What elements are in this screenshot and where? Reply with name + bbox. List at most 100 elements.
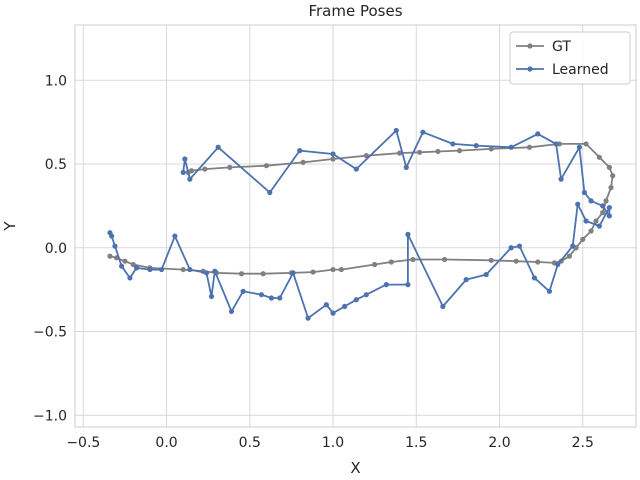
- point-learned: [508, 144, 514, 150]
- point-learned: [353, 297, 359, 303]
- point-learned: [405, 282, 411, 288]
- x-tick-label: 0.5: [239, 435, 261, 451]
- x-tick-label: 2.5: [572, 435, 594, 451]
- point-learned: [107, 230, 113, 236]
- x-tick-label: −0.5: [66, 435, 100, 451]
- point-learned: [473, 143, 479, 149]
- point-gt: [610, 173, 616, 179]
- point-gt: [488, 146, 494, 152]
- legend-marker-learned: [527, 66, 533, 72]
- point-learned: [182, 156, 188, 162]
- series-learned: [107, 127, 612, 321]
- point-learned: [267, 189, 273, 196]
- point-gt: [397, 150, 403, 156]
- point-gt: [107, 253, 113, 259]
- point-gt: [513, 258, 519, 264]
- point-learned: [581, 189, 587, 196]
- point-learned: [112, 243, 118, 249]
- legend-marker-gt: [527, 43, 533, 49]
- point-gt: [535, 259, 541, 265]
- point-learned: [596, 223, 602, 229]
- legend-box: [509, 31, 631, 85]
- point-learned: [555, 261, 561, 268]
- point-gt: [238, 271, 245, 277]
- point-learned: [440, 303, 446, 309]
- point-gt: [580, 236, 586, 242]
- point-gt: [603, 198, 609, 204]
- point-learned: [606, 204, 612, 211]
- point-gt: [227, 164, 233, 170]
- point-gt: [260, 271, 266, 277]
- point-learned: [330, 151, 336, 157]
- point-gt: [526, 144, 533, 150]
- point-learned: [606, 213, 612, 219]
- point-gt: [330, 156, 336, 162]
- point-learned: [450, 141, 456, 147]
- point-learned: [268, 295, 275, 301]
- plot-frame: [74, 24, 637, 428]
- y-tick-label: 0.5: [45, 157, 67, 173]
- point-learned: [147, 266, 153, 273]
- point-gt: [608, 184, 614, 191]
- point-learned: [483, 271, 489, 278]
- point-gt: [441, 256, 448, 263]
- point-learned: [240, 288, 246, 294]
- point-gt: [566, 253, 573, 259]
- point-gt: [583, 141, 589, 147]
- point-learned: [558, 176, 564, 182]
- point-gt: [606, 164, 612, 170]
- grid-lines: [75, 25, 636, 427]
- point-learned: [420, 129, 426, 135]
- point-learned: [215, 144, 221, 150]
- point-gt: [180, 266, 186, 273]
- chart-title: Frame Poses: [308, 2, 402, 20]
- point-gt: [202, 166, 208, 172]
- point-learned: [158, 266, 165, 273]
- point-learned: [383, 282, 389, 288]
- point-learned: [119, 263, 125, 269]
- x-tick-label: 0.0: [155, 435, 177, 451]
- point-learned: [212, 268, 218, 274]
- point-learned: [305, 315, 311, 321]
- point-learned: [330, 310, 336, 316]
- point-learned: [208, 293, 215, 299]
- y-tick-label: −1.0: [33, 408, 67, 424]
- point-learned: [393, 127, 399, 134]
- point-gt: [416, 149, 423, 155]
- point-gt: [338, 266, 344, 273]
- point-gt: [593, 218, 599, 224]
- point-gt: [372, 261, 378, 268]
- point-gt: [263, 163, 270, 169]
- point-learned: [588, 198, 594, 204]
- point-gt: [456, 148, 463, 154]
- point-learned: [127, 275, 133, 281]
- point-learned: [576, 144, 583, 150]
- tick-labels: −0.5 0.0 0.5 1.0 1.5 2.0 2.5 −1.0 −0.5 0.0 0.5 1.0: [33, 73, 594, 451]
- y-tick-label: 1.0: [45, 73, 67, 89]
- y-tick-label: 0.0: [45, 241, 67, 257]
- x-axis-label: X: [350, 459, 360, 477]
- legend-label-learned: Learned: [552, 62, 609, 78]
- point-learned: [535, 131, 541, 137]
- series-layer: [107, 127, 616, 321]
- point-learned: [180, 169, 186, 175]
- point-learned: [297, 148, 303, 154]
- point-gt: [300, 159, 306, 165]
- point-learned: [570, 243, 576, 249]
- point-learned: [172, 233, 178, 239]
- point-gt: [435, 148, 441, 155]
- point-learned: [403, 164, 409, 170]
- point-gt: [600, 210, 606, 216]
- point-gt: [310, 269, 316, 275]
- point-gt: [588, 228, 594, 234]
- point-learned: [463, 277, 469, 283]
- point-learned: [133, 265, 140, 271]
- point-learned: [363, 292, 369, 298]
- point-learned: [553, 141, 559, 147]
- point-learned: [405, 231, 411, 237]
- point-gt: [130, 261, 136, 268]
- point-gt: [330, 266, 336, 273]
- point-learned: [187, 176, 193, 182]
- point-learned: [531, 275, 538, 281]
